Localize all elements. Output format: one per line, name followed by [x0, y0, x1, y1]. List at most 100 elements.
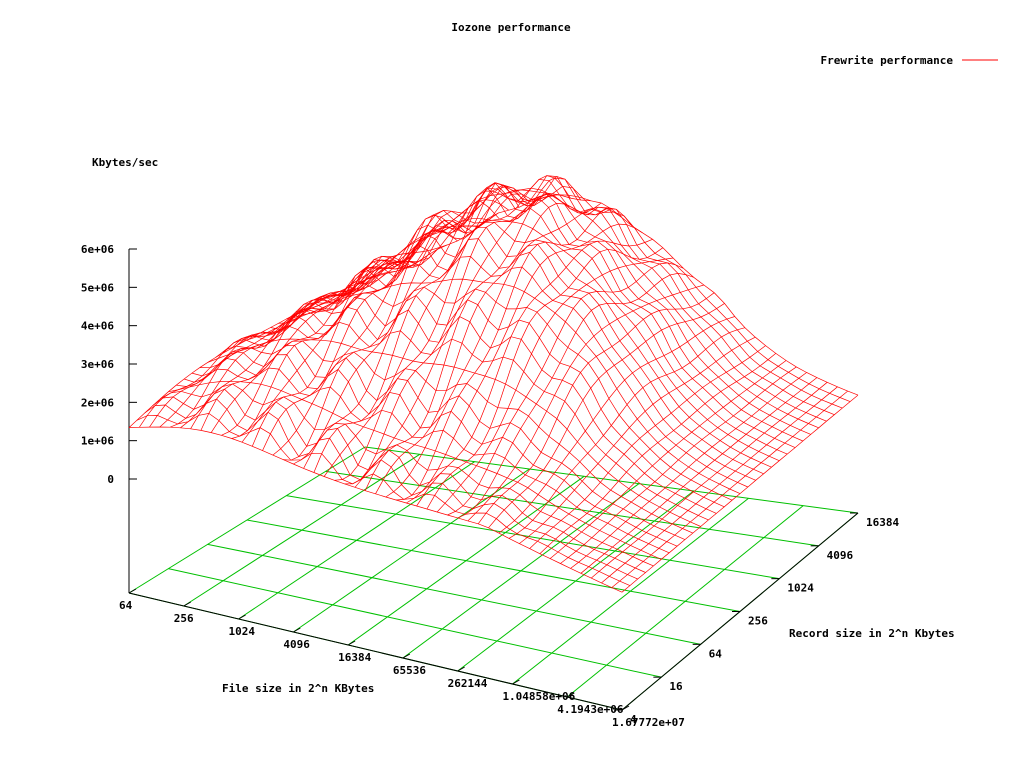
surface-line — [457, 273, 694, 519]
surface-line — [221, 229, 458, 436]
surface-line — [416, 238, 653, 507]
surface-line — [293, 186, 530, 465]
surface-line — [498, 316, 735, 534]
surface-line — [621, 394, 859, 593]
surface-line — [560, 366, 797, 564]
y-axis-ticks: 4 16 64 256 1024 4096 16384 — [614, 512, 899, 726]
z-axis-label: Kbytes/sec — [92, 156, 158, 169]
legend-label: Frewrite performance — [821, 54, 954, 67]
x-tick-mark — [621, 705, 630, 711]
surface-line — [508, 327, 746, 539]
y-tick-label: 4 — [630, 713, 637, 726]
y-tick-label: 16 — [669, 680, 683, 693]
surface-line — [344, 176, 581, 485]
x-tick-mark — [566, 692, 575, 698]
y-axis-label: Record size in 2^n Kbytes — [789, 627, 955, 640]
z-tick-label: 5e+06 — [81, 281, 114, 294]
surface-line — [293, 199, 788, 455]
x-tick-mark — [512, 679, 520, 685]
surface-line — [539, 353, 777, 554]
surface-line — [549, 360, 787, 559]
surface-line — [231, 220, 468, 439]
x-tick-label: 262144 — [448, 677, 488, 690]
x-tick-mark — [402, 653, 411, 659]
surface-line — [488, 303, 725, 529]
chart-title: Iozone performance — [451, 21, 571, 34]
x-tick-label: 4.1943e+06 — [557, 703, 624, 716]
floor-grid-line — [246, 519, 741, 612]
x-tick-label: 1.04858e+06 — [502, 690, 575, 703]
x-axis-line — [128, 592, 623, 711]
surface-line — [406, 223, 643, 504]
surface-line — [447, 262, 684, 516]
surface-mesh — [128, 175, 859, 593]
z-tick-label: 3e+06 — [81, 358, 114, 371]
surface-line — [334, 175, 571, 481]
surface-line — [200, 249, 438, 431]
surface-line — [160, 383, 654, 567]
surface-line — [519, 336, 756, 544]
floor-grid-line — [207, 543, 701, 645]
surface-line — [136, 413, 631, 586]
surface-line — [375, 203, 612, 494]
surface-line — [529, 345, 766, 549]
floor-grid-line — [325, 470, 819, 547]
surface-line — [364, 193, 602, 491]
surface-line — [385, 206, 622, 498]
surface-line — [286, 218, 780, 462]
surface-line — [590, 382, 828, 579]
surface-line — [180, 260, 417, 429]
x-tick-label: 65536 — [393, 664, 426, 677]
surface-line — [283, 182, 520, 461]
x-axis-ticks: 64 256 1024 4096 16384 65536 262144 1.04858e+06… — [119, 588, 685, 729]
legend: Frewrite performance — [821, 54, 998, 67]
surface-line — [477, 292, 715, 525]
z-tick-label: 0 — [107, 473, 114, 486]
x-axis-label: File size in 2^n KBytes — [222, 682, 374, 695]
surface-line — [241, 225, 479, 443]
surface-line — [436, 257, 674, 513]
surface-line — [128, 426, 623, 593]
y-tick-label: 64 — [709, 647, 723, 660]
z-tick-label: 1e+06 — [81, 435, 114, 448]
x-tick-label: 256 — [174, 612, 194, 625]
surface-line — [303, 190, 540, 469]
surface-line — [467, 284, 704, 522]
x-tick-mark — [183, 601, 192, 607]
y-tick-label: 256 — [748, 615, 768, 628]
surface-line — [223, 306, 717, 514]
z-axis-ticks: 0 1e+06 2e+06 3e+06 4e+06 5e+06 6e+06 — [81, 243, 137, 486]
surface-line — [169, 262, 407, 428]
x-tick-label: 16384 — [338, 651, 371, 664]
x-tick-label: 1024 — [229, 625, 256, 638]
surface-line — [580, 377, 818, 574]
floor-grid-line — [286, 495, 780, 580]
x-tick-mark — [128, 588, 137, 594]
z-tick-label: 2e+06 — [81, 396, 114, 409]
x-tick-mark — [347, 640, 356, 646]
x-tick-label: 64 — [119, 599, 133, 612]
x-tick-label: 4096 — [283, 638, 310, 651]
y-tick-label: 4096 — [827, 549, 854, 562]
y-tick-label: 1024 — [787, 582, 814, 595]
z-tick-label: 6e+06 — [81, 243, 114, 256]
floor-grid-line — [364, 446, 859, 514]
surface-line — [426, 247, 664, 510]
surface-line — [149, 273, 386, 428]
floor-grid-line — [168, 568, 662, 678]
surface-line — [139, 276, 376, 428]
y-tick-label: 16384 — [866, 516, 899, 529]
surface-line — [601, 386, 838, 584]
surface-line — [313, 182, 551, 473]
surface-line — [611, 390, 848, 588]
surface-line — [210, 244, 448, 433]
surface-line — [128, 279, 366, 428]
surface-line — [570, 372, 807, 569]
surface-line — [183, 354, 678, 547]
x-tick-mark — [457, 666, 465, 672]
z-tick-label: 4e+06 — [81, 320, 114, 333]
x-tick-mark — [238, 614, 246, 620]
x-tick-label: 1.67772e+07 — [612, 716, 685, 729]
surface-line — [323, 189, 561, 477]
